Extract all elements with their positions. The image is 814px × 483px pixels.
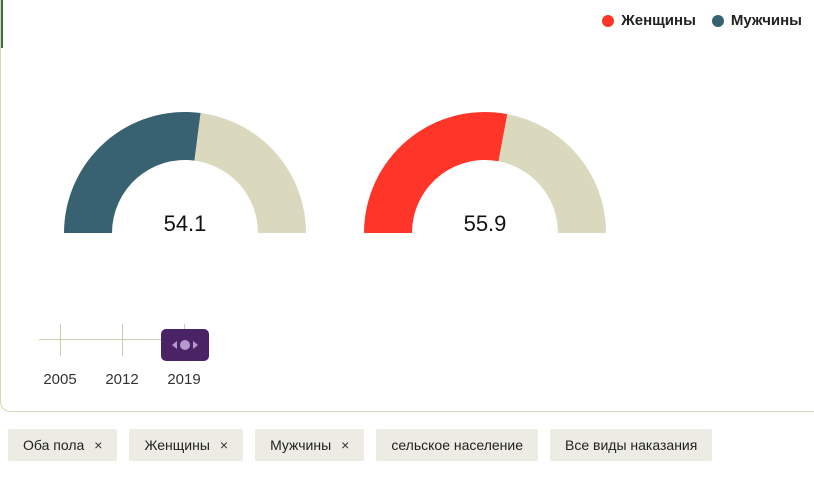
chip-women[interactable]: Женщины × [129, 429, 244, 461]
chip-label: сельское население [391, 437, 524, 453]
gauge-value-arc[interactable] [64, 112, 201, 233]
year-timeline[interactable]: 2005 2012 2019 [39, 320, 229, 390]
gauge-chart: 54.1 55.9 [64, 112, 606, 236]
chip-all-punishments[interactable]: Все виды наказания [550, 429, 713, 461]
legend-label-men: Мужчины [730, 12, 802, 29]
arrow-left-icon [172, 341, 177, 349]
chart-panel: Женщины Мужчины 54.1 55.9 2005 2012 2019 [0, 0, 814, 412]
close-icon[interactable]: × [341, 437, 350, 453]
legend-dot-women [602, 14, 615, 27]
gauge-value-label: 55.9 [464, 211, 507, 236]
legend-item-men[interactable]: Мужчины [711, 12, 802, 29]
timeline-track [39, 339, 185, 340]
panel-accent [1, 0, 3, 48]
gauge-1: 55.9 [364, 112, 606, 236]
chip-men[interactable]: Мужчины × [255, 429, 365, 461]
timeline-year-2019[interactable]: 2019 [167, 371, 201, 388]
filter-chips: Оба пола × Женщины × Мужчины × сельское … [8, 429, 713, 461]
chip-rural-population[interactable]: сельское население [376, 429, 539, 461]
close-icon[interactable]: × [219, 437, 229, 453]
timeline-tick-2005 [60, 324, 61, 356]
legend-label-women: Женщины [621, 12, 696, 29]
chip-label: Все виды наказания [565, 437, 698, 453]
timeline-year-2012[interactable]: 2012 [105, 371, 139, 388]
gauge-value-arc[interactable] [364, 112, 508, 233]
timeline-year-2005[interactable]: 2005 [43, 371, 77, 388]
gauge-remainder-arc [194, 113, 306, 233]
chip-label: Мужчины [270, 437, 332, 453]
chip-label: Оба пола [23, 437, 85, 453]
timeline-handle[interactable] [161, 329, 209, 361]
gauge-0: 54.1 [64, 112, 306, 236]
arrow-right-icon [193, 341, 198, 349]
gauge-remainder-arc [498, 114, 606, 233]
legend-dot-men [711, 14, 724, 27]
timeline-tick-2012 [122, 324, 123, 356]
chip-label: Женщины [144, 437, 210, 453]
gauge-value-label: 54.1 [164, 211, 207, 236]
legend-item-women[interactable]: Женщины [602, 12, 696, 29]
knob-icon [180, 340, 190, 350]
legend: Женщины Мужчины [602, 12, 802, 29]
chip-both-sexes[interactable]: Оба пола × [8, 429, 118, 461]
close-icon[interactable]: × [94, 437, 103, 453]
